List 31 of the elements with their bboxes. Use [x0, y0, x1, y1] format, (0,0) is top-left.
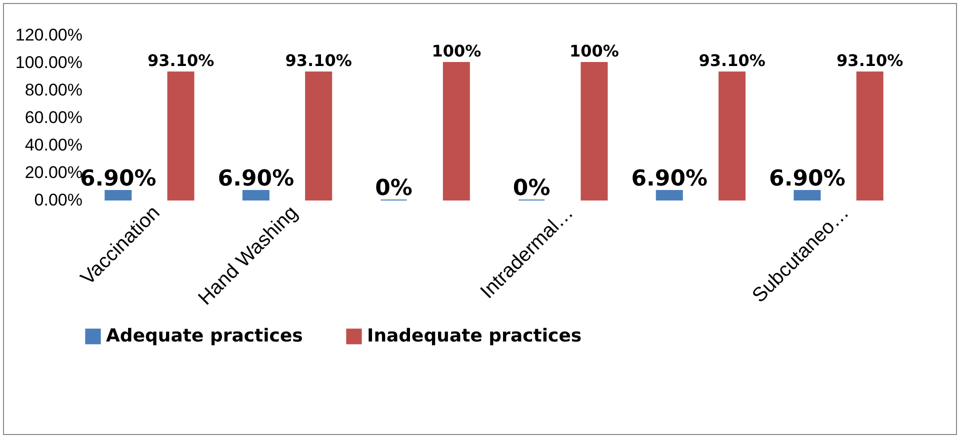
data-label: 6.90%: [631, 166, 708, 192]
bar: [656, 190, 683, 200]
data-label: 100%: [570, 42, 619, 60]
data-label: 0%: [512, 176, 550, 201]
data-label: 6.90%: [769, 166, 846, 192]
legend-label: Inadequate practices: [367, 325, 582, 346]
y-tick-label: 60.00%: [24, 108, 82, 127]
y-tick-label: 0.00%: [34, 190, 82, 210]
y-tick-label: 120.00%: [15, 26, 82, 44]
bar: [718, 71, 746, 200]
bar: [580, 62, 608, 200]
bar: [104, 190, 132, 200]
data-label: 6.90%: [218, 166, 294, 192]
bar: [794, 190, 821, 200]
data-label: 93.10%: [147, 50, 214, 70]
y-tick-label: 100.00%: [15, 53, 82, 72]
data-label: 93.10%: [285, 50, 352, 70]
y-tick-label: 80.00%: [24, 80, 82, 100]
data-label: 6.90%: [80, 166, 156, 192]
data-label: 93.10%: [698, 50, 766, 70]
bar: [242, 190, 270, 200]
y-tick-label: 20.00%: [24, 163, 82, 182]
bar: [167, 71, 194, 200]
bar: [442, 62, 470, 200]
y-tick-label: 40.00%: [24, 136, 82, 154]
data-label: 100%: [432, 42, 482, 60]
legend-label: Adequate practices: [106, 325, 303, 346]
bar: [856, 71, 884, 200]
data-label: 0%: [375, 176, 412, 201]
bar: [305, 71, 332, 200]
data-label: 93.10%: [836, 50, 904, 70]
